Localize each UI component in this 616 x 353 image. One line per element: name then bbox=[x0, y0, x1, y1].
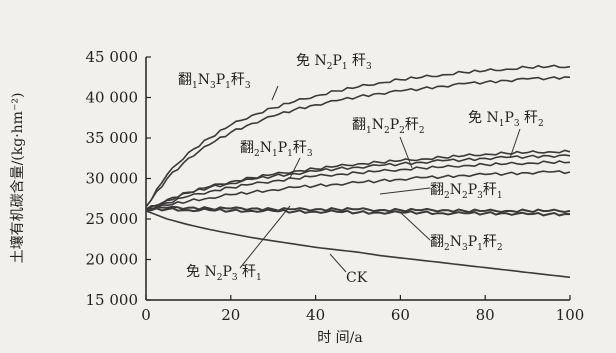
x-tick-label: 100 bbox=[556, 306, 585, 324]
series-lines bbox=[145, 64, 571, 279]
annotation-leader bbox=[239, 205, 291, 269]
y-tick-label: 25 000 bbox=[86, 210, 139, 228]
y-axis: 15 000 20 000 25 000 30 000 35 000 40 000 45 0… bbox=[86, 48, 151, 309]
series-annotation: 翻2N3P1秆2 bbox=[430, 234, 503, 253]
y-tick-label: 15 000 bbox=[86, 291, 139, 309]
y-tick-label: 40 000 bbox=[86, 89, 139, 107]
x-tick-label: 80 bbox=[476, 306, 495, 324]
series-line bbox=[146, 170, 571, 211]
series-line bbox=[145, 210, 571, 279]
x-tick-label: 0 bbox=[141, 306, 151, 324]
series-annotations: 免 N2P1 秆3 翻1N3P1秆3 翻1N2P2秆2 免 N1P3 秆2 翻2N1P1… bbox=[178, 53, 544, 286]
series-annotation: 免 N1P3 秆2 bbox=[468, 110, 544, 129]
series-line bbox=[145, 76, 571, 208]
annotation-leader bbox=[399, 211, 431, 241]
series-line bbox=[145, 160, 571, 212]
annotation-leader bbox=[399, 136, 413, 169]
annotation-leader bbox=[509, 128, 521, 159]
y-axis-title: 土壤有机碳含量/(kg·hm⁻²) bbox=[9, 93, 26, 264]
series-annotation: 免 N2P3 秆1 bbox=[186, 264, 262, 283]
annotation-leader bbox=[329, 253, 347, 273]
annotation-leader bbox=[271, 85, 279, 101]
annotation-leader bbox=[289, 157, 301, 179]
series-line bbox=[145, 205, 571, 214]
y-tick-label: 35 000 bbox=[86, 129, 139, 147]
series-line bbox=[145, 64, 571, 208]
x-tick-label: 40 bbox=[306, 306, 325, 324]
series-annotation: 翻1N2P2秆2 bbox=[352, 117, 425, 136]
series-annotation: 翻1N3P1秆3 bbox=[178, 72, 251, 91]
y-tick-label: 30 000 bbox=[86, 170, 139, 188]
x-tick-label: 60 bbox=[391, 306, 410, 324]
y-tick-label: 45 000 bbox=[86, 48, 139, 66]
annotation-leader bbox=[379, 187, 431, 195]
series-line bbox=[145, 154, 571, 210]
annotation-leaders bbox=[239, 85, 521, 273]
series-line bbox=[145, 149, 571, 212]
series-annotation: 免 N2P1 秆3 bbox=[296, 53, 372, 72]
series-line bbox=[145, 207, 571, 217]
x-axis: 0 20 40 60 80 100 bbox=[141, 295, 584, 324]
x-tick-label: 20 bbox=[221, 306, 240, 324]
x-axis-title: 时 间/a bbox=[317, 330, 363, 346]
series-annotation: CK bbox=[346, 270, 368, 286]
y-tick-label: 20 000 bbox=[86, 251, 139, 269]
series-annotation: 翻2N1P1秆3 bbox=[240, 140, 313, 159]
series-annotation: 翻2N2P3秆1 bbox=[430, 182, 503, 201]
